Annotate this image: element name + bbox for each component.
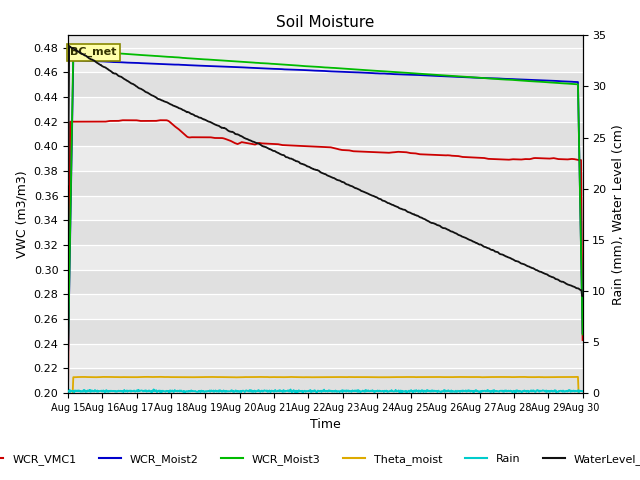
Bar	[68, 220, 582, 245]
Bar	[68, 48, 582, 72]
Bar	[68, 72, 582, 97]
X-axis label: Time: Time	[310, 419, 340, 432]
Bar	[68, 196, 582, 220]
Y-axis label: VWC (m3/m3): VWC (m3/m3)	[15, 170, 28, 258]
Bar	[68, 97, 582, 122]
Bar	[68, 369, 582, 393]
Bar	[68, 344, 582, 369]
Title: Soil Moisture: Soil Moisture	[276, 15, 374, 30]
Legend: WCR_VMC1, WCR_Moist2, WCR_Moist3, Theta_moist, Rain, WaterLevel_cm: WCR_VMC1, WCR_Moist2, WCR_Moist3, Theta_…	[0, 450, 640, 469]
Bar	[68, 270, 582, 294]
Bar	[68, 171, 582, 196]
Bar	[68, 245, 582, 270]
Bar	[68, 294, 582, 319]
Y-axis label: Rain (mm), Water Level (cm): Rain (mm), Water Level (cm)	[612, 124, 625, 305]
Bar	[68, 319, 582, 344]
Bar	[68, 146, 582, 171]
Bar	[68, 122, 582, 146]
Text: BC_met: BC_met	[70, 47, 116, 57]
